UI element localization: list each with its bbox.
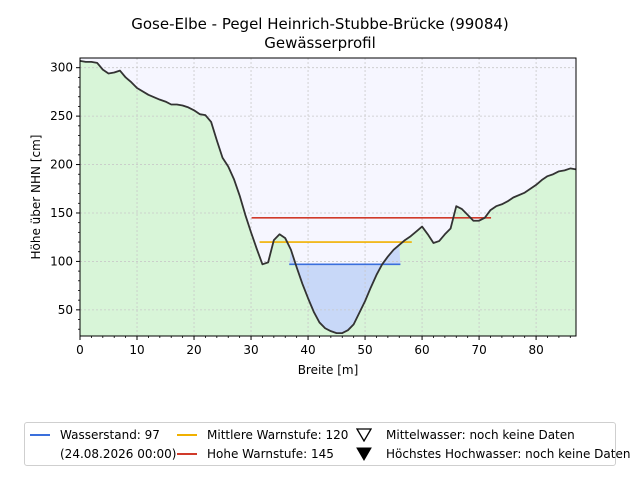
triangle-down-outline-icon: [356, 428, 372, 442]
x-tick-label: 30: [243, 343, 258, 357]
triangle-down-filled-icon: [356, 447, 372, 461]
x-tick-label: 0: [76, 343, 84, 357]
water-area: [289, 244, 401, 334]
chart-subtitle: Gewässerprofil: [264, 34, 376, 52]
x-tick-label: 40: [300, 343, 315, 357]
legend-label-mittlere-warnstufe: Mittlere Warnstufe: 120: [207, 428, 349, 442]
legend-label-wasserstand: Wasserstand: 97: [60, 428, 160, 442]
y-tick-label: 150: [50, 206, 73, 220]
legend-line-wasserstand: [30, 434, 50, 436]
legend: Wasserstand: 97 (24.08.2026 00:00) Mittl…: [24, 422, 630, 466]
legend-line-hohe-warnstufe: [177, 453, 197, 455]
y-tick-label: 50: [58, 303, 73, 317]
x-tick-label: 70: [471, 343, 486, 357]
y-tick-label: 100: [50, 254, 73, 268]
legend-label-hohe-warnstufe: Hohe Warnstufe: 145: [207, 447, 334, 461]
chart-title: Gose-Elbe - Pegel Heinrich-Stubbe-Brücke…: [131, 15, 509, 33]
y-tick-label: 250: [50, 109, 73, 123]
profile-chart: 0 10 20 30 40 50 60 70 80 50 100 150 200 250 300 Breite…: [29, 57, 577, 377]
x-tick-label: 80: [528, 343, 543, 357]
y-tick-label: 300: [50, 61, 73, 75]
x-tick-label: 20: [186, 343, 201, 357]
legend-line-mittlere-warnstufe: [177, 434, 197, 436]
x-tick-label: 50: [357, 343, 372, 357]
y-tick-label: 200: [50, 158, 73, 172]
x-axis-label: Breite [m]: [298, 363, 359, 377]
x-tick-label: 60: [414, 343, 429, 357]
legend-label-mittelwasser: Mittelwasser: noch keine Daten: [386, 428, 575, 442]
x-tick-label: 10: [129, 343, 144, 357]
y-axis-label: Höhe über NHN [cm]: [29, 135, 43, 260]
legend-label-hoechstes-hochwasser: Höchstes Hochwasser: noch keine Daten: [386, 447, 631, 461]
legend-label-timestamp: (24.08.2026 00:00): [60, 447, 177, 461]
terrain-area: [80, 60, 576, 337]
profile-line: [79, 60, 577, 334]
plot-frame: [79, 57, 577, 337]
